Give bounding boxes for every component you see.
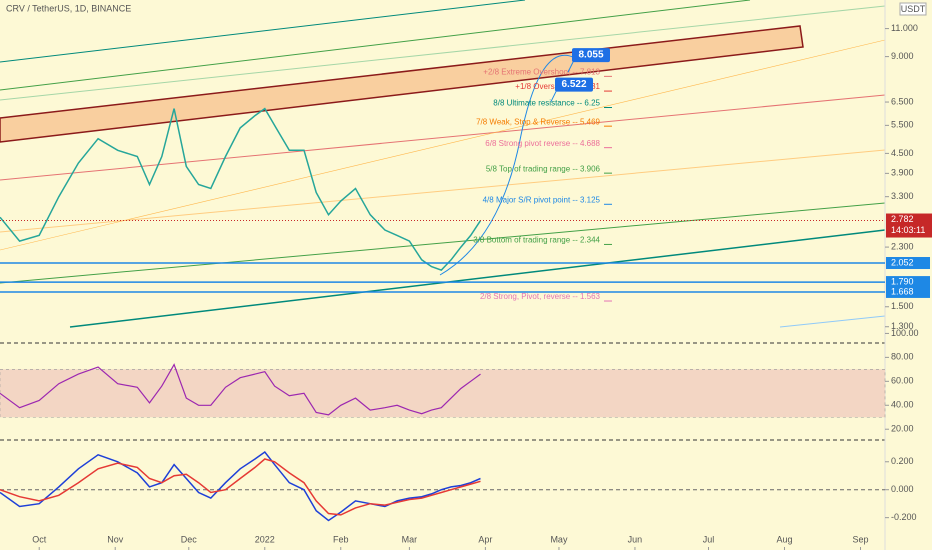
level-label: 1.790	[891, 276, 914, 286]
murrey-label: 2/8 Strong, Pivot, reverse -- 1.563	[480, 292, 601, 301]
last-price: 2.782	[891, 214, 914, 224]
murrey-label: 7/8 Weak, Stop & Reverse -- 5.469	[476, 117, 600, 126]
projection-label: 8.055	[578, 50, 603, 61]
y-tick-label: 5.500	[891, 120, 914, 130]
trend-line	[0, 0, 751, 91]
y-tick-label: 100.00	[891, 328, 919, 338]
x-tick-label: Oct	[32, 534, 47, 544]
y-tick-label: 60.00	[891, 376, 914, 386]
y-tick-label: 2.300	[891, 241, 914, 251]
chart-title: CRV / TetherUS, 1D, BINANCE	[6, 3, 131, 13]
y-tick-label: 6.500	[891, 96, 914, 106]
x-tick-label: Apr	[478, 534, 492, 544]
currency: USDT	[901, 4, 926, 14]
y-tick-label: 40.00	[891, 400, 914, 410]
trend-line	[0, 0, 526, 63]
x-tick-label: 2022	[255, 534, 275, 544]
y-tick-label: 3.900	[891, 168, 914, 178]
y-tick-label: 11.000	[891, 23, 918, 33]
trend-line	[69, 229, 886, 328]
data-line	[0, 450, 481, 522]
murrey-label: 5/8 Top of trading range -- 3.906	[486, 164, 601, 173]
x-tick-label: May	[550, 534, 568, 544]
y-tick-label: 4.500	[891, 148, 914, 158]
murrey-label: 8/8 Ultimate resistance -- 6.25	[493, 99, 600, 108]
trend-line	[0, 94, 886, 181]
x-tick-label: Nov	[107, 534, 124, 544]
last-price-tag	[886, 213, 932, 238]
y-tick-label: 80.00	[891, 352, 914, 362]
data-line	[0, 458, 481, 516]
projection-curve	[439, 54, 576, 276]
murrey-label: +2/8 Extreme Overshoot -- 7.813	[483, 67, 600, 76]
level-tag	[886, 285, 930, 298]
trend-line	[0, 5, 886, 101]
trend-line	[0, 39, 886, 251]
data-line	[0, 107, 482, 271]
murrey-label: 6/8 Strong pivot reverse -- 4.688	[485, 139, 600, 148]
y-tick-label: 3.300	[891, 191, 914, 201]
level-tag	[886, 257, 930, 270]
y-tick-label: 0.000	[891, 484, 914, 494]
countdown: 14:03:11	[891, 225, 925, 235]
trend-line	[0, 149, 886, 233]
rsi-band	[0, 369, 886, 418]
x-tick-label: Feb	[333, 534, 349, 544]
y-tick-label: 1.500	[891, 301, 914, 311]
level-label: 2.052	[891, 257, 914, 267]
projection-box	[555, 77, 593, 92]
level-label: 1.668	[891, 286, 914, 296]
y-tick-label: 9.000	[891, 51, 914, 61]
x-tick-label: Aug	[776, 534, 792, 544]
y-tick-label: -0.200	[891, 512, 917, 522]
y-tick-label: 20.00	[891, 424, 914, 434]
x-tick-label: Dec	[181, 534, 198, 544]
murrey-label: 4/8 Major S/R pivot point -- 3.125	[483, 195, 601, 204]
projection-label: 6.522	[561, 79, 586, 90]
trend-line	[779, 315, 886, 328]
murrey-label: 3/8 Bottom of trading range -- 2.344	[473, 236, 600, 245]
x-tick-label: Mar	[402, 534, 418, 544]
currency-box	[899, 2, 927, 16]
data-line	[0, 363, 481, 416]
x-tick-label: Jul	[703, 534, 715, 544]
trend-line	[0, 202, 886, 284]
y-tick-label: 0.200	[891, 456, 914, 466]
level-tag	[886, 276, 930, 289]
y-tick-label: 1.300	[891, 321, 914, 331]
projection-box	[572, 48, 610, 63]
x-tick-label: Jun	[628, 534, 643, 544]
x-tick-label: Sep	[852, 534, 868, 544]
